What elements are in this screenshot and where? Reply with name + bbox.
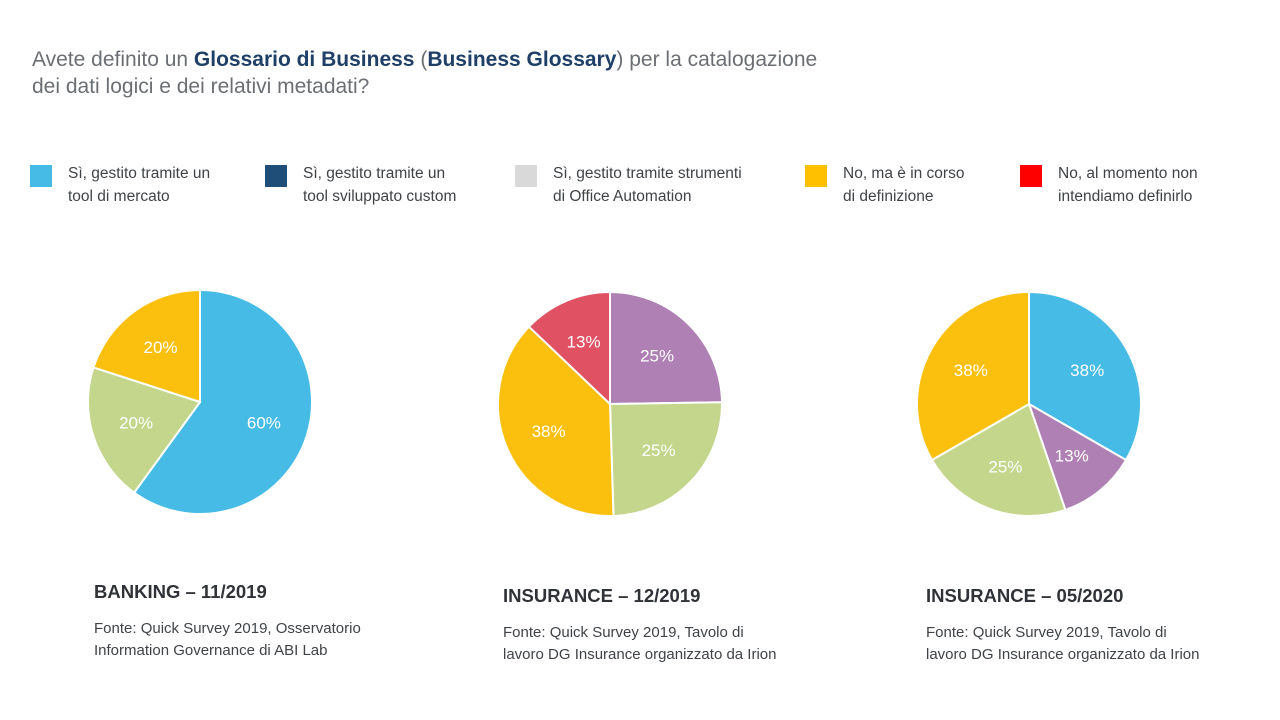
pie-slice-label-0: 60% bbox=[247, 413, 281, 432]
page-title: Avete definito un Glossario di Business … bbox=[32, 46, 932, 100]
legend-swatch bbox=[265, 165, 287, 187]
pie-slice-label-0: 25% bbox=[640, 347, 674, 366]
legend-label: Sì, gestito tramite strumenti di Office … bbox=[553, 162, 763, 208]
chart-source-line-2: lavoro DG Insurance organizzato da Irion bbox=[926, 646, 1200, 663]
legend-label-line-2: di Office Automation bbox=[553, 188, 692, 205]
pie-slice-0 bbox=[1028, 290, 1142, 462]
pie-chart-banking: 60% 20% 20% bbox=[86, 288, 314, 515]
legend-label-line-2: di definizione bbox=[843, 188, 934, 205]
pie-slice-label-2: 20% bbox=[143, 338, 177, 357]
pie-slice-0 bbox=[609, 290, 724, 406]
legend-label-line-1: No, ma è in corso bbox=[843, 165, 965, 182]
chart-caption-banking: BANKING – 11/2019 Fonte: Quick Survey 20… bbox=[94, 580, 454, 662]
chart-source: Fonte: Quick Survey 2019, Tavolo di lavo… bbox=[926, 622, 1280, 666]
chart-title: INSURANCE – 05/2020 bbox=[926, 585, 1124, 606]
chart-source: Fonte: Quick Survey 2019, Tavolo di lavo… bbox=[503, 622, 863, 666]
pie-slice-2 bbox=[930, 402, 1067, 517]
title-line-2: dei dati logici e dei relativi metadati? bbox=[32, 75, 370, 98]
title-text-3: ) per la catalogazione bbox=[616, 48, 818, 71]
pie-slice-3 bbox=[527, 290, 611, 407]
legend-label-line-2: intendiamo definirlo bbox=[1058, 188, 1193, 205]
pie-slice-2 bbox=[92, 288, 201, 404]
legend-label-line-1: Sì, gestito tramite strumenti bbox=[553, 165, 742, 182]
title-text-2: ( bbox=[414, 48, 428, 71]
legend-label-line-1: Sì, gestito tramite un bbox=[303, 165, 446, 182]
legend-swatch bbox=[1020, 165, 1042, 187]
chart-title: INSURANCE – 12/2019 bbox=[503, 585, 701, 606]
chart-title: BANKING – 11/2019 bbox=[94, 581, 267, 602]
pie-slice-0 bbox=[132, 288, 314, 515]
legend-label-line-2: tool sviluppato custom bbox=[303, 188, 457, 205]
chart-caption-insurance-2019: INSURANCE – 12/2019 Fonte: Quick Survey … bbox=[503, 584, 863, 666]
pie-slice-1 bbox=[608, 401, 723, 517]
pie-slice-label-2: 38% bbox=[532, 422, 566, 441]
legend-swatch bbox=[30, 165, 52, 187]
pie-slice-1 bbox=[86, 366, 202, 495]
chart-source-line-1: Fonte: Quick Survey 2019, Tavolo di bbox=[503, 624, 744, 641]
legend-label-line-1: Sì, gestito tramite un bbox=[68, 165, 211, 182]
pie-slice-label-3: 13% bbox=[567, 333, 601, 352]
pie-slice-label-3: 38% bbox=[954, 361, 988, 380]
legend-label: Sì, gestito tramite un tool sviluppato c… bbox=[303, 162, 513, 208]
chart-source-line-2: Information Governance di ABI Lab bbox=[94, 642, 328, 659]
legend-swatch bbox=[515, 165, 537, 187]
chart-source-line-1: Fonte: Quick Survey 2019, Tavolo di bbox=[926, 624, 1167, 641]
pie-slice-label-1: 20% bbox=[119, 413, 153, 432]
chart-caption-insurance-2020: INSURANCE – 05/2020 Fonte: Quick Survey … bbox=[926, 584, 1280, 666]
pie-slice-2 bbox=[496, 325, 615, 517]
pie-slice-1 bbox=[1027, 401, 1128, 512]
pie-slice-label-1: 25% bbox=[642, 441, 676, 460]
chart-source-line-2: lavoro DG Insurance organizzato da Irion bbox=[503, 646, 777, 663]
legend-label-line-2: tool di mercato bbox=[68, 188, 170, 205]
chart-source: Fonte: Quick Survey 2019, Osservatorio I… bbox=[94, 618, 454, 662]
title-text-1: Avete definito un bbox=[32, 48, 194, 71]
title-bold-1: Glossario di Business bbox=[193, 48, 415, 71]
pie-slice-label-0: 38% bbox=[1070, 361, 1104, 380]
legend-swatch bbox=[805, 165, 827, 187]
legend-label-line-1: No, al momento non bbox=[1058, 165, 1198, 182]
pie-slice-label-2: 25% bbox=[988, 457, 1022, 476]
pie-slice-3 bbox=[916, 290, 1030, 462]
legend-label: No, al momento non intendiamo definirlo bbox=[1058, 162, 1268, 208]
pie-chart-insurance-2020: 38% 13% 25% 38% bbox=[916, 290, 1142, 517]
chart-source-line-1: Fonte: Quick Survey 2019, Osservatorio bbox=[94, 620, 361, 637]
legend-label: No, ma è in corso di definizione bbox=[843, 162, 1053, 208]
title-bold-2: Business Glossary bbox=[427, 48, 617, 71]
pie-chart-insurance-2019: 25% 25% 38% 13% bbox=[496, 290, 724, 517]
legend-label: Sì, gestito tramite un tool di mercato bbox=[68, 162, 278, 208]
pie-slice-label-1: 13% bbox=[1055, 446, 1089, 465]
